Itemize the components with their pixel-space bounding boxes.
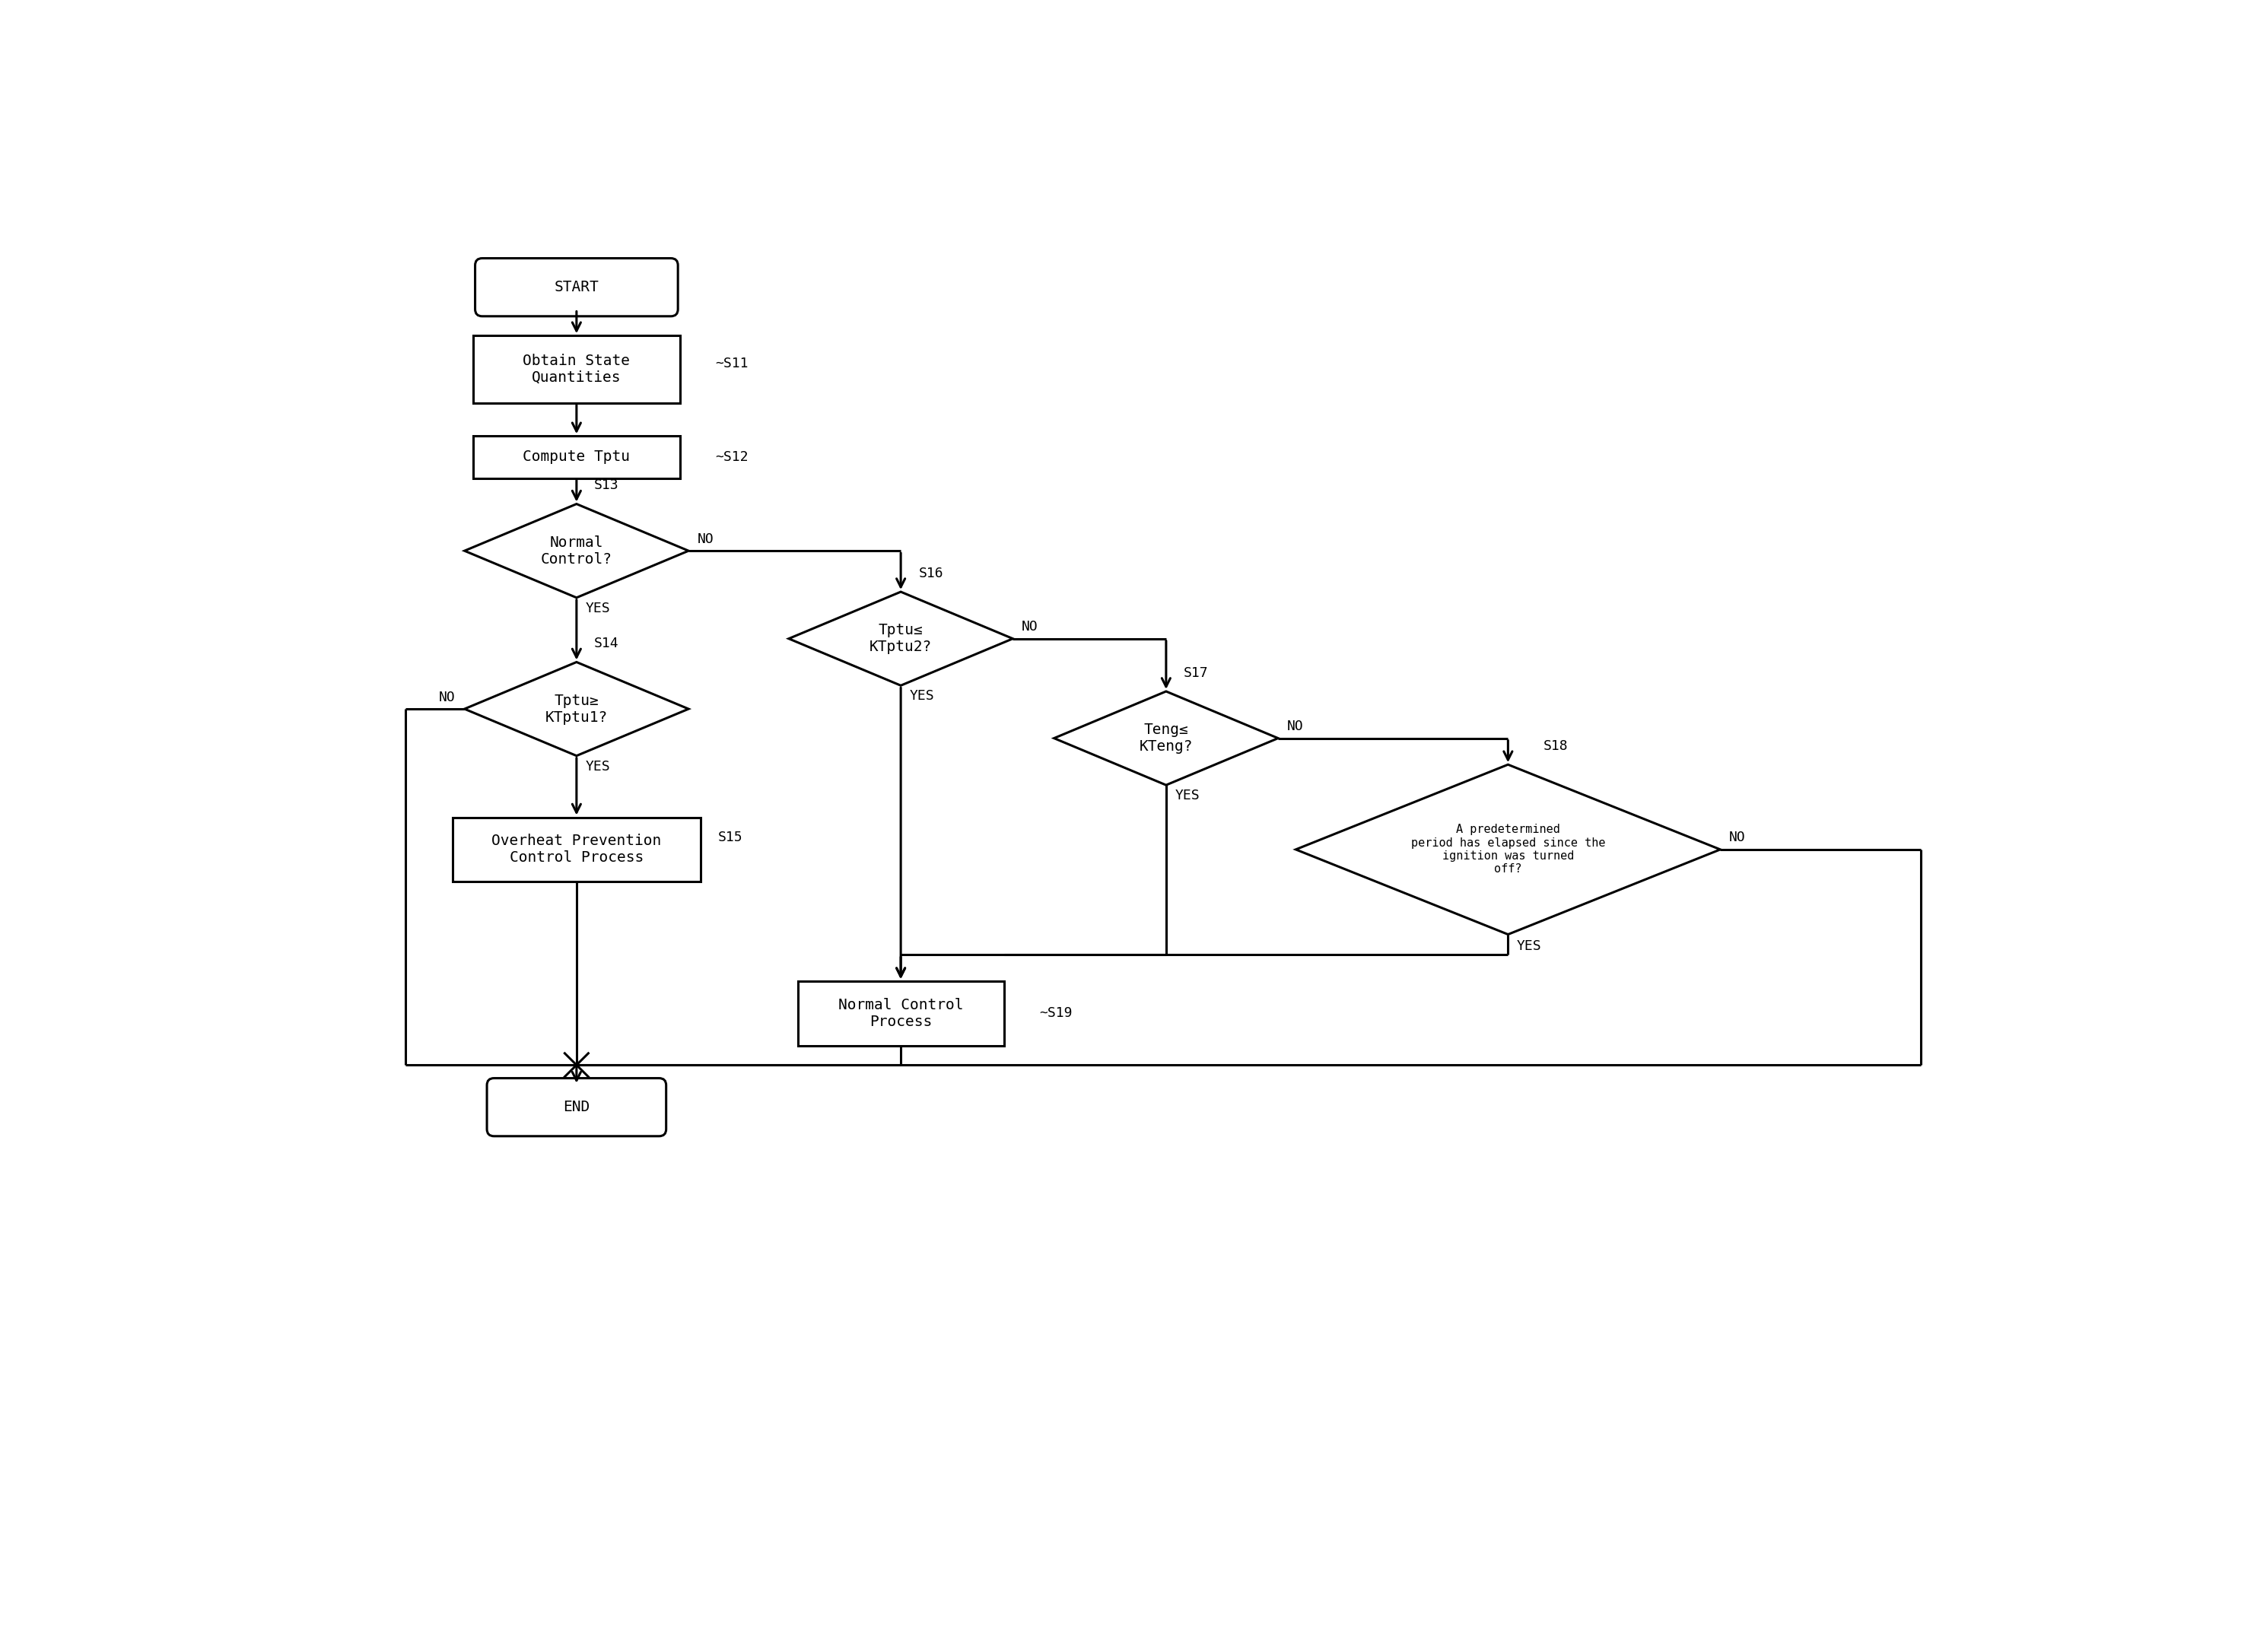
FancyBboxPatch shape [487,1079,667,1137]
Text: A predetermined
period has elapsed since the
ignition was turned
off?: A predetermined period has elapsed since… [1411,824,1605,876]
Text: ~S19: ~S19 [1039,1006,1073,1021]
Bar [473,335,681,403]
Text: NO: NO [440,691,455,704]
Polygon shape [1055,691,1278,785]
Text: YES: YES [1174,788,1199,803]
FancyBboxPatch shape [476,258,678,316]
Text: Compute Tptu: Compute Tptu [523,449,631,464]
Text: Tptu≤
KTptu2?: Tptu≤ KTptu2? [870,623,933,654]
Text: NO: NO [696,532,715,545]
Bar [453,818,701,882]
Polygon shape [789,591,1012,686]
Text: Tptu≥
KTptu1?: Tptu≥ KTptu1? [545,694,609,725]
Text: Overheat Prevention
Control Process: Overheat Prevention Control Process [491,834,660,866]
Bar [798,981,1003,1046]
Text: S15: S15 [719,831,744,844]
Text: ~S11: ~S11 [715,357,748,370]
Polygon shape [464,504,687,598]
Bar [473,436,681,477]
Text: YES: YES [586,760,611,773]
Text: YES: YES [911,689,935,702]
Text: ~S12: ~S12 [715,451,748,464]
Text: END: END [564,1100,591,1115]
Text: START: START [554,281,600,294]
Text: NO: NO [1287,720,1303,733]
Text: Normal Control
Process: Normal Control Process [838,998,962,1029]
Text: S17: S17 [1183,666,1208,679]
Text: YES: YES [1517,940,1542,953]
Text: S14: S14 [595,636,620,651]
Text: S13: S13 [595,479,620,492]
Text: S16: S16 [917,567,942,580]
Text: NO: NO [1021,620,1039,634]
Text: YES: YES [586,601,611,615]
Text: S18: S18 [1544,738,1569,753]
Text: NO: NO [1729,831,1745,844]
Text: Teng≤
KTeng?: Teng≤ KTeng? [1138,722,1192,753]
Text: Normal
Control?: Normal Control? [541,535,613,567]
Polygon shape [464,662,687,755]
Polygon shape [1296,765,1720,935]
Text: Obtain State
Quantities: Obtain State Quantities [523,354,631,385]
